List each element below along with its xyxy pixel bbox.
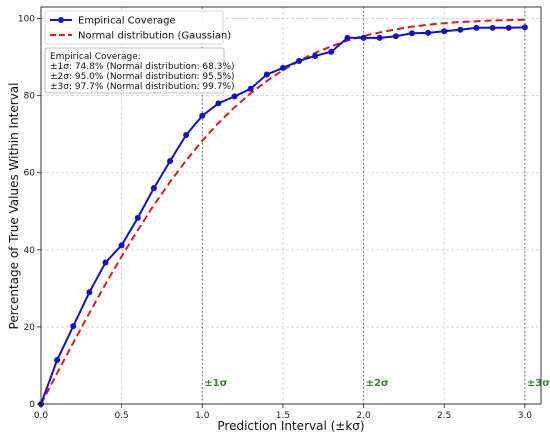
plot-frame [40, 6, 542, 405]
empirical-point [199, 112, 206, 119]
empirical-point [376, 34, 383, 41]
empirical-point [102, 259, 109, 266]
annotation-line-3sigma: ±3σ: 97.7% (Normal distribution: 99.7%) [50, 82, 235, 92]
empirical-point [505, 24, 512, 31]
empirical-point [263, 71, 270, 78]
empirical-point [167, 158, 174, 165]
empirical-point [408, 30, 415, 37]
y-tick-label: 0 [29, 400, 35, 410]
annotation-line-1sigma: ±1σ: 74.8% (Normal distribution: 68.3%) [50, 62, 235, 72]
empirical-point [328, 48, 335, 55]
x-tick-label: 2.0 [356, 411, 371, 421]
legend-marker-empirical [58, 17, 64, 23]
empirical-point [86, 289, 93, 296]
empirical-point [247, 85, 254, 92]
empirical-point [134, 214, 141, 221]
sigma-label-2: ±2σ [366, 378, 389, 389]
empirical-point [231, 93, 238, 100]
series-lines [38, 18, 528, 407]
empirical-point [296, 57, 303, 64]
empirical-point [150, 185, 157, 192]
empirical-point [183, 131, 190, 138]
x-tick-label: 3.0 [518, 411, 533, 421]
annotation-line-title: Empirical Coverage: [50, 52, 141, 62]
x-tick-label: 1.5 [276, 411, 290, 421]
sigma-label-3: ±3σ [527, 378, 550, 389]
empirical-point [360, 34, 367, 41]
x-axis-title: Prediction Interval (±kσ) [217, 419, 364, 433]
x-tick-label: 2.5 [437, 411, 451, 421]
x-tick-label: 0.5 [114, 411, 128, 421]
legend-box [44, 10, 224, 45]
empirical-point [54, 357, 61, 364]
y-tick-label: 40 [24, 246, 36, 256]
annotation-box [44, 47, 225, 94]
empirical-point [473, 24, 480, 31]
empirical-point [344, 34, 351, 41]
normal-distribution-line [40, 18, 525, 405]
coverage-annotation: Empirical Coverage: ±1σ: 74.8% (Normal d… [44, 47, 235, 94]
sigma-label-1: ±1σ [204, 378, 227, 389]
legend-label-normal: Normal distribution (Gaussian) [78, 31, 231, 42]
legend-label-empirical: Empirical Coverage [78, 16, 176, 27]
annotation-line-2sigma: ±2σ: 95.0% (Normal distribution: 95.5%) [50, 72, 235, 82]
empirical-point [70, 323, 77, 330]
empirical-point [279, 64, 286, 71]
y-tick-label: 20 [24, 323, 36, 333]
y-tick-label: 100 [18, 15, 35, 25]
empirical-point [489, 24, 496, 31]
legend: Empirical Coverage Normal distribution (… [44, 10, 231, 45]
empirical-point [457, 26, 464, 33]
empirical-point [312, 52, 319, 59]
y-tick-label: 80 [24, 92, 36, 102]
empirical-point [215, 100, 222, 107]
y-axis-title: Percentage of True Values Within Interva… [7, 83, 21, 330]
x-tick-label: 0.0 [34, 411, 49, 421]
sigma-reference-lines: ±1σ ±2σ ±3σ [201, 7, 550, 404]
y-tick-label: 60 [24, 169, 36, 179]
empirical-point [118, 242, 125, 249]
empirical-point [392, 33, 399, 40]
empirical-point [521, 24, 528, 31]
empirical-point [441, 28, 448, 35]
x-tick-label: 1.0 [195, 411, 210, 421]
axis-ticks: 0.0 0.5 1.0 1.5 2.0 2.5 3.0 0 20 40 60 80 100 [18, 15, 532, 421]
empirical-point [425, 29, 432, 36]
